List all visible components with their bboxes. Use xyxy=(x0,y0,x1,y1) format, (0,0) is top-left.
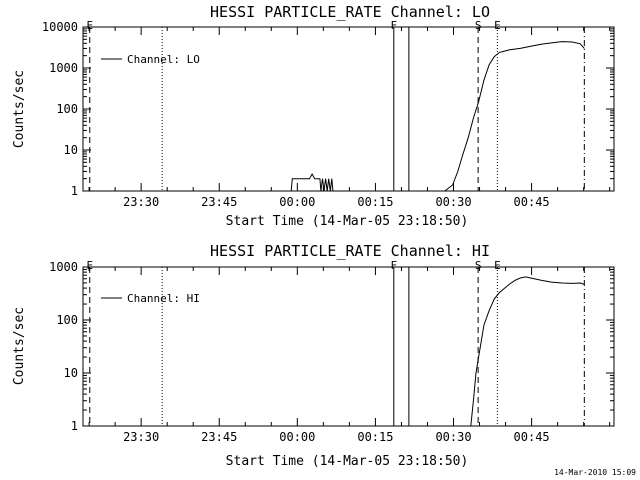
x-tick-label-lo: 23:45 xyxy=(201,195,237,209)
plot-frame-lo xyxy=(82,26,615,192)
x-axis-label-hi: Start Time (14-Mar-05 23:18:50) xyxy=(226,454,469,469)
x-tick-label-lo: 00:30 xyxy=(435,195,471,209)
legend-label-lo: Channel: LO xyxy=(127,53,200,66)
y-axis-label-lo: Counts/sec xyxy=(12,70,27,148)
marker-label-hi: E xyxy=(494,259,501,272)
series-lo xyxy=(290,41,585,192)
x-tick-label-hi: 00:45 xyxy=(514,430,550,444)
y-tick-label-lo: 10000 xyxy=(42,20,78,34)
y-tick-label-lo: 1000 xyxy=(49,61,78,75)
y-tick-label-hi: 1000 xyxy=(49,260,78,274)
marker-label-lo: F xyxy=(390,19,397,32)
x-tick-label-hi: 23:30 xyxy=(123,430,159,444)
x-tick-label-lo: 23:30 xyxy=(123,195,159,209)
plot-frame-hi xyxy=(82,266,615,427)
series-line-lo xyxy=(290,172,334,192)
y-axis-label-hi: Counts/sec xyxy=(12,307,27,385)
marker-label-hi: F xyxy=(390,259,397,272)
y-tick-label-lo: 10 xyxy=(64,143,78,157)
y-tick-label-hi: 1 xyxy=(71,419,78,433)
x-tick-label-hi: 00:15 xyxy=(357,430,393,444)
series-line-lo xyxy=(444,41,585,192)
chart-title-hi: HESSI PARTICLE_RATE Channel: HI xyxy=(210,242,490,260)
footer-timestamp: 14-Mar-2010 15:09 xyxy=(554,468,636,477)
y-ticks-hi: 1 10 100 1000 xyxy=(49,260,614,433)
x-tick-label-lo: 00:00 xyxy=(279,195,315,209)
x-ticks-hi: 23:30 23:45 00:00 00:15 00:30 00:45 xyxy=(88,267,611,444)
x-ticks-lo: 23:30 23:45 00:00 00:15 00:30 00:45 xyxy=(88,27,611,209)
y-tick-label-hi: 10 xyxy=(64,366,78,380)
legend-label-hi: Channel: HI xyxy=(127,292,200,305)
legend-hi: Channel: HI xyxy=(101,292,200,305)
x-tick-label-hi: 00:30 xyxy=(435,430,471,444)
x-tick-label-lo: 00:15 xyxy=(357,195,393,209)
series-hi xyxy=(470,276,585,427)
marker-label-lo: S xyxy=(475,19,482,32)
marker-label-lo: E xyxy=(494,19,501,32)
chart-title-lo: HESSI PARTICLE_RATE Channel: LO xyxy=(210,3,490,21)
x-tick-label-hi: 00:00 xyxy=(279,430,315,444)
series-line-hi xyxy=(470,276,585,427)
legend-lo: Channel: LO xyxy=(101,53,200,66)
marker-label-hi: S xyxy=(475,259,482,272)
marker-label-hi: E xyxy=(86,259,93,272)
x-tick-label-hi: 23:45 xyxy=(201,430,237,444)
y-tick-label-lo: 100 xyxy=(56,102,78,116)
x-tick-label-lo: 00:45 xyxy=(514,195,550,209)
marker-label-lo: E xyxy=(86,19,93,32)
y-tick-label-hi: 100 xyxy=(56,313,78,327)
x-axis-label-lo: Start Time (14-Mar-05 23:18:50) xyxy=(226,214,469,229)
y-tick-label-lo: 1 xyxy=(71,184,78,198)
y-ticks-lo: 1 10 100 1000 10000 xyxy=(42,20,614,198)
